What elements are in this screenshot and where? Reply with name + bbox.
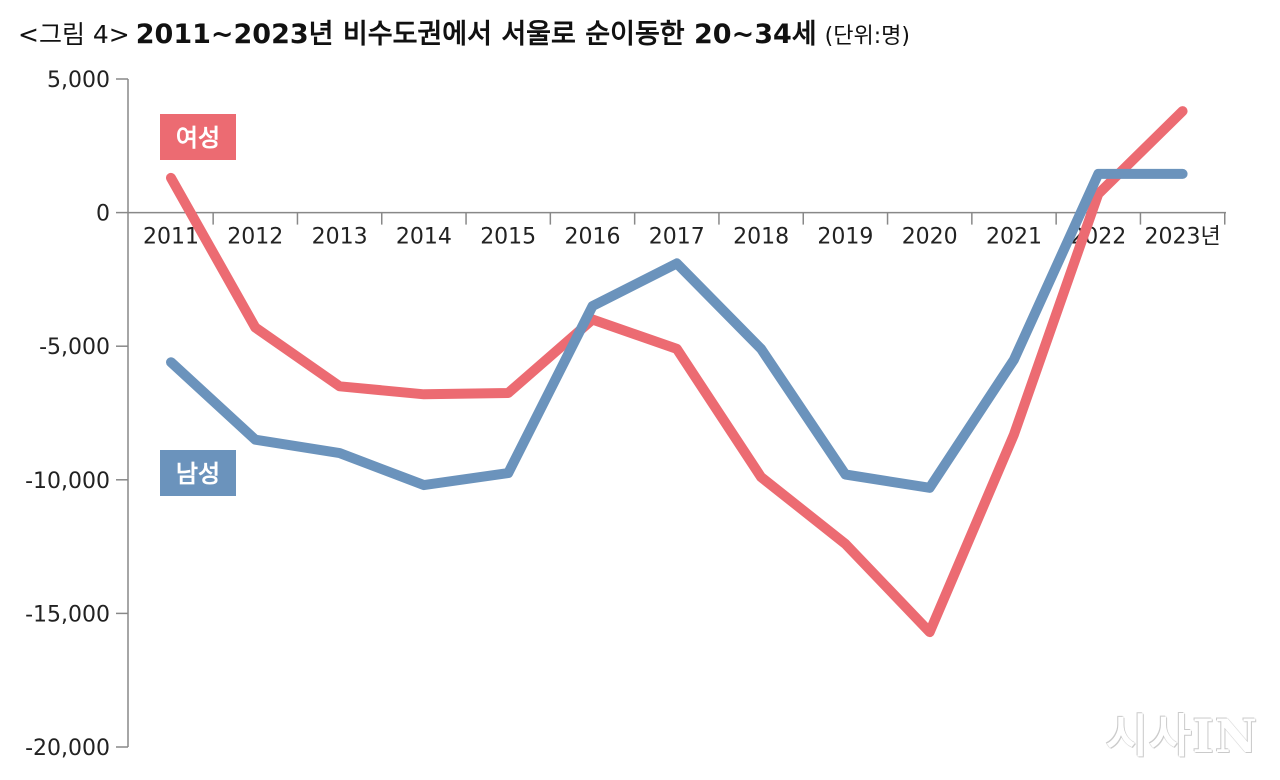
x-tick-label: 2019 bbox=[817, 225, 873, 250]
x-tick-label: 2020 bbox=[902, 225, 958, 250]
y-tick-label: -20,000 bbox=[25, 736, 110, 761]
x-tick-label: 2013 bbox=[312, 225, 368, 250]
x-tick-label: 2021 bbox=[986, 225, 1042, 250]
unit-label: (단위:명) bbox=[824, 24, 910, 49]
axes: 5,000 0 -5,000 -10,000 -15,000 -20,000 2011 201… bbox=[25, 68, 1226, 761]
series-line-female bbox=[166, 106, 1188, 638]
x-tick-label: 2016 bbox=[565, 225, 621, 250]
x-tick-label: 2011 bbox=[143, 225, 199, 250]
legend-label-male: 남성 bbox=[176, 460, 220, 488]
y-tick-label: 0 bbox=[96, 202, 110, 227]
series-line-male bbox=[166, 168, 1188, 493]
watermark-logo: 시사IN bbox=[1105, 709, 1258, 763]
legend-box-female bbox=[160, 114, 236, 160]
x-tick-label: 2012 bbox=[227, 225, 283, 250]
x-tick-label: 2015 bbox=[480, 225, 536, 250]
x-tick-label: 2014 bbox=[396, 225, 452, 250]
figure-label: <그림 4> bbox=[18, 20, 130, 49]
x-tick-label: 2018 bbox=[733, 225, 789, 250]
x-tick-label: 2017 bbox=[649, 225, 705, 250]
title-main: 2011~2023년 비수도권에서 서울로 순이동한 20~34세 bbox=[135, 19, 817, 50]
legend-label-female: 여성 bbox=[176, 124, 220, 152]
legend-box-male bbox=[160, 450, 236, 496]
series-lines bbox=[166, 106, 1188, 638]
y-tick-label: 5,000 bbox=[47, 68, 110, 93]
y-tick-label: -5,000 bbox=[39, 335, 110, 360]
y-tick-label: -10,000 bbox=[25, 469, 110, 494]
y-tick-label: -15,000 bbox=[25, 602, 110, 627]
chart-title: <그림 4> 2011~2023년 비수도권에서 서울로 순이동한 20~34세 (… bbox=[18, 12, 910, 51]
x-tick-label: 2023년 bbox=[1144, 225, 1220, 250]
